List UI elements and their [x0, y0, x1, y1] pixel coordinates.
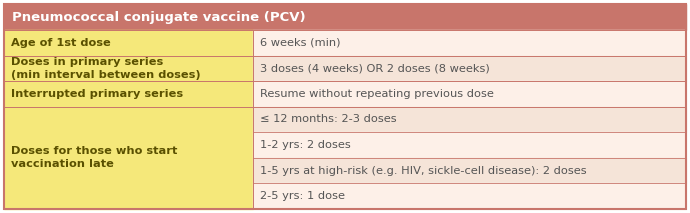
Text: 6 weeks (min): 6 weeks (min) [260, 38, 340, 48]
Bar [253, 132, 686, 158]
Bar [4, 30, 253, 56]
Bar [4, 56, 253, 81]
Text: 2-5 yrs: 1 dose: 2-5 yrs: 1 dose [260, 191, 345, 201]
Bar [253, 56, 686, 81]
Text: ≤ 12 months: 2-3 doses: ≤ 12 months: 2-3 doses [260, 115, 397, 125]
Bar [253, 81, 686, 107]
Text: 3 doses (4 weeks) OR 2 doses (8 weeks): 3 doses (4 weeks) OR 2 doses (8 weeks) [260, 63, 490, 73]
Bar [4, 4, 686, 30]
Text: Doses in primary series
(min interval between doses): Doses in primary series (min interval be… [11, 57, 201, 80]
Bar [253, 107, 686, 132]
Bar [4, 81, 253, 107]
Text: Doses for those who start
vaccination late: Doses for those who start vaccination la… [11, 147, 177, 169]
Bar [253, 158, 686, 183]
Text: Interrupted primary series: Interrupted primary series [11, 89, 183, 99]
Text: 1-2 yrs: 2 doses: 1-2 yrs: 2 doses [260, 140, 351, 150]
Bar [253, 183, 686, 209]
Bar [253, 30, 686, 56]
Text: 1-5 yrs at high-risk (e.g. HIV, sickle-cell disease): 2 doses: 1-5 yrs at high-risk (e.g. HIV, sickle-c… [260, 166, 586, 176]
Text: Resume without repeating previous dose: Resume without repeating previous dose [260, 89, 494, 99]
Text: Pneumococcal conjugate vaccine (PCV): Pneumococcal conjugate vaccine (PCV) [12, 10, 306, 23]
Bar [4, 107, 253, 209]
Text: Age of 1st dose: Age of 1st dose [11, 38, 111, 48]
